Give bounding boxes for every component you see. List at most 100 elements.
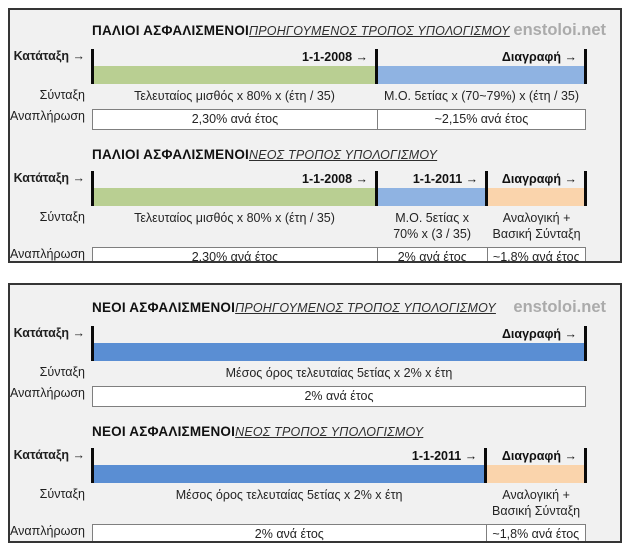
row-label-classification: Κατάταξη → xyxy=(13,171,85,185)
timeline-segment: 1-1-2008 → xyxy=(92,171,379,206)
panel-old-insured: ΠΑΛΙΟΙ ΑΣΦΑΛΙΣΜΕΝΟΙ ΠΡΟΗΓΟΥΜΕΝΟΣ ΤΡΟΠΟΣ … xyxy=(8,8,622,263)
pension-cells: Μέσος όρος τελευταίας 5ετίας x 2% x έτη xyxy=(92,365,586,381)
replacement-box: 2% ανά έτος ~1,8% ανά έτος xyxy=(92,524,586,541)
classification-row: Κατάταξη → 1-1-2008 → 1-1-2011 → Διαγ xyxy=(10,171,620,206)
pension-formula: Αναλογική + Βασική Σύνταξη xyxy=(492,211,581,241)
replacement-value: 2% ανά έτος xyxy=(376,248,487,261)
section-subtitle: ΝΕΟΣ ΤΡΟΠΟΣ ΥΠΟΛΟΓΙΣΜΟΥ xyxy=(235,425,424,439)
pension-formula: Μέσος όρος τελευταίας 5ετίας x 2% x έτη xyxy=(225,366,453,380)
replacement-value: 2,30% ανά έτος xyxy=(191,250,279,263)
row-label-replacement: Αναπλήρωση xyxy=(10,247,85,261)
pension-cells: Μέσος όρος τελευταίας 5ετίας x 2% x έτη … xyxy=(92,487,586,519)
pension-row: Σύνταξη Μέσος όρος τελευταίας 5ετίας x 2… xyxy=(10,365,620,381)
row-label-replacement: Αναπλήρωση xyxy=(10,524,85,538)
pension-row: Σύνταξη Τελευταίος μισθός x 80% x (έτη /… xyxy=(10,210,620,242)
watermark-text: enstoloi.net xyxy=(513,21,606,39)
timeline-segment: 1-1-2008 → xyxy=(92,49,379,84)
timeline-tick xyxy=(485,171,489,206)
replacement-row: Αναπλήρωση 2,30% ανά έτος 2% ανά έτος ~1… xyxy=(10,247,620,263)
timeline-bar-segment xyxy=(377,188,488,206)
timeline-bar-segment xyxy=(92,343,586,361)
section-header: ΠΑΛΙΟΙ ΑΣΦΑΛΙΣΜΕΝΟΙ ΠΡΟΗΓΟΥΜΕΝΟΣ ΤΡΟΠΟΣ … xyxy=(10,21,620,40)
timeline: 1-1-2011 → Διαγραφή → xyxy=(91,448,587,483)
section-header: ΠΑΛΙΟΙ ΑΣΦΑΛΙΣΜΕΝΟΙ ΝΕΟΣ ΤΡΟΠΟΣ ΥΠΟΛΟΓΙΣ… xyxy=(10,147,620,162)
pension-row: Σύνταξη Τελευταίος μισθός x 80% x (έτη /… xyxy=(10,88,620,104)
replacement-value: 2% ανά έτος xyxy=(304,389,374,403)
section-old-previous-method: ΠΑΛΙΟΙ ΑΣΦΑΛΙΣΜΕΝΟΙ ΠΡΟΗΓΟΥΜΕΝΟΣ ΤΡΟΠΟΣ … xyxy=(10,21,620,130)
pension-formula: Τελευταίος μισθός x 80% x (έτη / 35) xyxy=(134,89,335,103)
pension-row: Σύνταξη Μέσος όρος τελευταίας 5ετίας x 2… xyxy=(10,487,620,519)
row-label-replacement: Αναπλήρωση xyxy=(10,109,85,123)
timeline-tick xyxy=(484,448,488,483)
timeline-marker: Διαγραφή → xyxy=(501,449,577,463)
replacement-row: Αναπλήρωση 2,30% ανά έτος ~2,15% ανά έτο… xyxy=(10,109,620,130)
timeline-bar-segment xyxy=(92,465,487,483)
timeline: 1-1-2008 → 1-1-2011 → Διαγραφή → xyxy=(91,171,587,206)
pension-cells: Τελευταίος μισθός x 80% x (έτη / 35) Μ.Ο… xyxy=(92,210,586,242)
pension-formula: Τελευταίος μισθός x 80% x (έτη / 35) xyxy=(134,211,335,225)
replacement-value: 2% ανά έτος xyxy=(254,527,324,541)
timeline-tick xyxy=(375,171,379,206)
timeline-segment: Διαγραφή → xyxy=(487,171,587,206)
section-subtitle: ΠΡΟΗΓΟΥΜΕΝΟΣ ΤΡΟΠΟΣ ΥΠΟΛΟΓΙΣΜΟΥ xyxy=(248,24,510,38)
timeline: Διαγραφή → xyxy=(91,326,587,361)
timeline-bar-segment xyxy=(92,66,378,84)
timeline-marker: Διαγραφή → xyxy=(501,172,577,186)
row-label-pension: Σύνταξη xyxy=(39,365,85,379)
replacement-value: 2,30% ανά έτος xyxy=(191,112,279,126)
replacement-row: Αναπλήρωση 2% ανά έτος ~1,8% ανά έτος xyxy=(10,524,620,541)
replacement-box: 2,30% ανά έτος ~2,15% ανά έτος xyxy=(92,109,586,130)
pension-formula: Αναλογική + Βασική Σύνταξη xyxy=(492,488,581,518)
timeline-tick xyxy=(583,171,587,206)
section-header: ΝΕΟΙ ΑΣΦΑΛΙΣΜΕΝΟΙ ΠΡΟΗΓΟΥΜΕΝΟΣ ΤΡΟΠΟΣ ΥΠ… xyxy=(10,298,620,317)
timeline-marker: Διαγραφή → xyxy=(501,50,577,64)
timeline-bar-segment xyxy=(487,188,586,206)
classification-row: Κατάταξη → 1-1-2011 → Διαγραφή → xyxy=(10,448,620,483)
replacement-row: Αναπλήρωση 2% ανά έτος xyxy=(10,386,620,407)
classification-row: Κατάταξη → 1-1-2008 → Διαγραφή → xyxy=(10,49,620,84)
section-header: ΝΕΟΙ ΑΣΦΑΛΙΣΜΕΝΟΙ ΝΕΟΣ ΤΡΟΠΟΣ ΥΠΟΛΟΓΙΣΜΟ… xyxy=(10,424,620,439)
row-label-classification: Κατάταξη → xyxy=(13,326,85,340)
timeline-segment: Διαγραφή → xyxy=(486,448,587,483)
row-label-classification: Κατάταξη → xyxy=(13,448,85,462)
pension-formula: Μ.Ο. 5ετίας x (70~79%) x (έτη / 35) xyxy=(383,89,580,103)
timeline-marker: 1-1-2008 → xyxy=(302,172,369,186)
row-label-pension: Σύνταξη xyxy=(39,487,85,501)
section-old-new-method: ΠΑΛΙΟΙ ΑΣΦΑΛΙΣΜΕΝΟΙ ΝΕΟΣ ΤΡΟΠΟΣ ΥΠΟΛΟΓΙΣ… xyxy=(10,147,620,263)
timeline-marker: 1-1-2011 → xyxy=(412,172,479,186)
section-title: ΠΑΛΙΟΙ ΑΣΦΑΛΙΣΜΕΝΟΙ xyxy=(92,23,249,38)
timeline-bar-segment xyxy=(377,66,586,84)
pension-formula: Μ.Ο. 5ετίας x 70% x (3 / 35) xyxy=(393,211,472,241)
timeline-bar-segment xyxy=(486,465,586,483)
pension-formula: Μέσος όρος τελευταίας 5ετίας x 2% x έτη xyxy=(175,488,403,502)
row-label-pension: Σύνταξη xyxy=(39,210,85,224)
classification-row: Κατάταξη → Διαγραφή → xyxy=(10,326,620,361)
timeline: 1-1-2008 → Διαγραφή → xyxy=(91,49,587,84)
timeline-tick xyxy=(375,49,379,84)
timeline-segment: 1-1-2011 → xyxy=(377,171,489,206)
row-label-classification: Κατάταξη → xyxy=(13,49,85,63)
replacement-value: ~1,8% ανά έτος xyxy=(486,248,585,261)
replacement-box: 2% ανά έτος xyxy=(92,386,586,407)
replacement-value: ~1,8% ανά έτος xyxy=(485,525,585,541)
timeline-marker: 1-1-2008 → xyxy=(302,50,369,64)
timeline-segment: Διαγραφή → xyxy=(377,49,587,84)
section-subtitle: ΝΕΟΣ ΤΡΟΠΟΣ ΥΠΟΛΟΓΙΣΜΟΥ xyxy=(248,148,438,162)
row-label-replacement: Αναπλήρωση xyxy=(10,386,85,400)
timeline-tick xyxy=(91,448,94,483)
timeline-tick xyxy=(91,49,94,84)
timeline-tick xyxy=(91,171,94,206)
section-new-previous-method: ΝΕΟΙ ΑΣΦΑΛΙΣΜΕΝΟΙ ΠΡΟΗΓΟΥΜΕΝΟΣ ΤΡΟΠΟΣ ΥΠ… xyxy=(10,298,620,407)
timeline-segment: 1-1-2011 → xyxy=(92,448,488,483)
watermark-text: enstoloi.net xyxy=(513,298,606,316)
row-label-pension: Σύνταξη xyxy=(39,88,85,102)
section-title: ΝΕΟΙ ΑΣΦΑΛΙΣΜΕΝΟΙ xyxy=(92,424,236,439)
timeline-tick xyxy=(583,49,587,84)
timeline-marker: 1-1-2011 → xyxy=(411,449,478,463)
panel-new-insured: ΝΕΟΙ ΑΣΦΑΛΙΣΜΕΝΟΙ ΠΡΟΗΓΟΥΜΕΝΟΣ ΤΡΟΠΟΣ ΥΠ… xyxy=(8,283,622,543)
section-title: ΠΑΛΙΟΙ ΑΣΦΑΛΙΣΜΕΝΟΙ xyxy=(92,147,249,162)
timeline-tick xyxy=(584,326,587,361)
timeline-marker: Διαγραφή → xyxy=(501,327,577,341)
pension-calculation-infographic: ΠΑΛΙΟΙ ΑΣΦΑΛΙΣΜΕΝΟΙ ΠΡΟΗΓΟΥΜΕΝΟΣ ΤΡΟΠΟΣ … xyxy=(0,8,630,543)
section-new-new-method: ΝΕΟΙ ΑΣΦΑΛΙΣΜΕΝΟΙ ΝΕΟΣ ΤΡΟΠΟΣ ΥΠΟΛΟΓΙΣΜΟ… xyxy=(10,424,620,541)
